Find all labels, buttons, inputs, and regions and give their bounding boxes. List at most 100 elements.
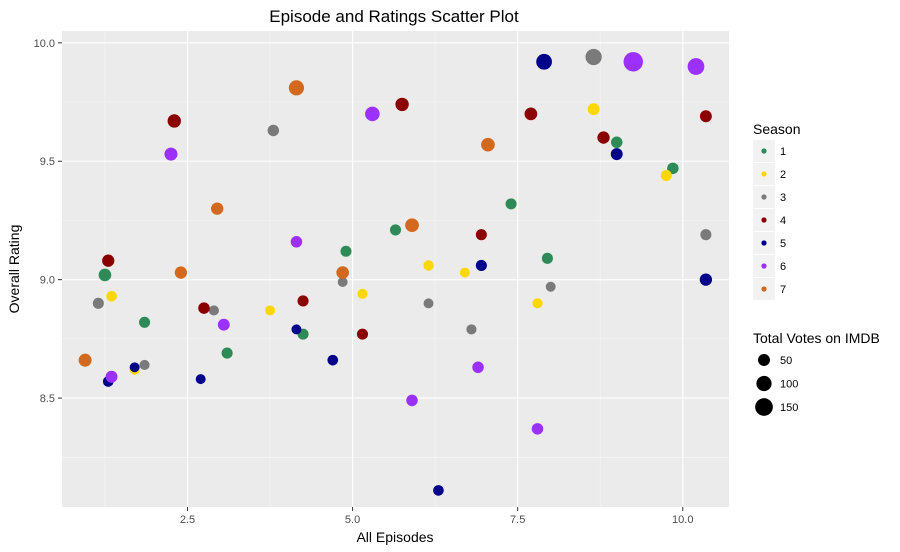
x-tick-label: 5.0 bbox=[345, 514, 360, 526]
y-tick-label: 9.0 bbox=[40, 275, 55, 287]
data-point-season-2 bbox=[106, 290, 117, 302]
season-legend-swatch bbox=[761, 171, 767, 177]
data-points bbox=[78, 48, 713, 496]
data-point-season-6 bbox=[406, 394, 418, 407]
y-axis-title: Overall Rating bbox=[6, 225, 22, 314]
votes-legend-title: Total Votes on IMDB bbox=[753, 330, 880, 346]
data-point-season-2 bbox=[357, 288, 368, 299]
data-point-season-3 bbox=[545, 281, 556, 292]
data-point-season-3 bbox=[700, 229, 712, 241]
season-legend-swatch bbox=[761, 217, 767, 223]
y-axis-ticks: 8.5 9.0 9.5 10.0 bbox=[34, 38, 62, 405]
season-legend: Season 1 2 3 4 5 6 7 bbox=[753, 121, 800, 300]
season-legend-label: 4 bbox=[780, 215, 786, 227]
data-point-season-5 bbox=[610, 148, 623, 161]
data-point-season-3 bbox=[92, 297, 104, 309]
y-tick-label: 8.5 bbox=[40, 393, 55, 405]
data-point-season-1 bbox=[340, 245, 352, 257]
data-point-season-6 bbox=[365, 106, 380, 122]
y-tick-label: 10.0 bbox=[34, 38, 55, 50]
data-point-season-1 bbox=[221, 347, 233, 359]
data-point-season-4 bbox=[198, 302, 210, 314]
data-point-season-3 bbox=[466, 324, 477, 335]
data-point-season-1 bbox=[667, 162, 679, 175]
x-tick-label: 2.5 bbox=[180, 514, 195, 526]
season-legend-label: 3 bbox=[780, 192, 786, 204]
data-point-season-7 bbox=[288, 80, 305, 96]
season-legend-swatch bbox=[761, 263, 767, 269]
data-point-season-7 bbox=[336, 266, 350, 279]
data-point-season-1 bbox=[139, 316, 151, 328]
data-point-season-3 bbox=[337, 277, 348, 287]
votes-legend-label: 100 bbox=[780, 379, 798, 391]
season-legend-swatch bbox=[761, 148, 767, 154]
data-point-season-6 bbox=[290, 236, 303, 248]
data-point-season-7 bbox=[481, 137, 495, 152]
data-point-season-2 bbox=[265, 305, 275, 316]
x-axis-title: All Episodes bbox=[356, 529, 433, 545]
data-point-season-6 bbox=[472, 361, 484, 374]
season-legend-label: 6 bbox=[780, 261, 786, 273]
data-point-season-3 bbox=[267, 124, 280, 137]
data-point-season-3 bbox=[139, 359, 150, 370]
plot-panel bbox=[62, 31, 729, 507]
data-point-season-5 bbox=[291, 324, 302, 335]
data-point-season-3 bbox=[423, 298, 434, 309]
data-point-season-2 bbox=[587, 103, 600, 116]
data-point-season-3 bbox=[585, 48, 602, 66]
data-point-season-1 bbox=[505, 198, 517, 210]
data-point-season-5 bbox=[475, 259, 487, 271]
data-point-season-2 bbox=[423, 260, 434, 271]
votes-legend-swatch bbox=[756, 375, 772, 392]
data-point-season-6 bbox=[105, 370, 118, 383]
season-legend-swatch bbox=[761, 286, 767, 292]
data-point-season-5 bbox=[129, 362, 140, 373]
data-point-season-4 bbox=[102, 254, 115, 267]
data-point-season-4 bbox=[356, 328, 369, 340]
data-point-season-4 bbox=[524, 107, 538, 121]
data-point-season-4 bbox=[475, 229, 487, 241]
data-point-season-4 bbox=[597, 131, 610, 144]
data-point-season-1 bbox=[541, 252, 553, 264]
data-point-season-6 bbox=[531, 423, 544, 435]
data-point-season-1 bbox=[98, 268, 112, 282]
votes-legend-label: 50 bbox=[780, 355, 792, 367]
season-legend-title: Season bbox=[753, 121, 800, 137]
data-point-season-5 bbox=[195, 374, 206, 385]
data-point-season-2 bbox=[660, 169, 672, 181]
data-point-season-7 bbox=[78, 353, 92, 367]
votes-legend-swatch bbox=[755, 398, 773, 416]
data-point-season-6 bbox=[623, 52, 643, 72]
data-point-season-5 bbox=[536, 53, 552, 70]
data-point-season-4 bbox=[297, 295, 309, 307]
season-legend-label: 1 bbox=[780, 146, 786, 158]
data-point-season-5 bbox=[699, 273, 713, 286]
data-point-season-2 bbox=[459, 267, 470, 278]
minor-gridlines bbox=[62, 31, 729, 507]
votes-legend-swatch bbox=[758, 354, 770, 366]
season-legend-label: 2 bbox=[780, 169, 786, 181]
data-point-season-5 bbox=[327, 354, 339, 366]
data-point-season-5 bbox=[433, 485, 444, 496]
data-point-season-4 bbox=[167, 114, 181, 128]
season-legend-label: 5 bbox=[780, 238, 786, 250]
data-point-season-1 bbox=[389, 224, 402, 236]
major-gridlines bbox=[62, 31, 729, 507]
season-legend-swatch bbox=[761, 194, 767, 200]
season-legend-label: 7 bbox=[780, 284, 786, 296]
data-point-season-3 bbox=[208, 305, 219, 316]
votes-legend: Total Votes on IMDB 50 100 150 bbox=[753, 330, 880, 416]
data-point-season-1 bbox=[610, 136, 623, 149]
data-point-season-2 bbox=[532, 298, 543, 309]
votes-legend-label: 150 bbox=[780, 402, 798, 414]
data-point-season-7 bbox=[405, 218, 419, 233]
data-point-season-6 bbox=[687, 58, 705, 75]
data-point-season-4 bbox=[395, 97, 409, 112]
x-axis-ticks: 2.5 5.0 7.5 10.0 bbox=[180, 507, 693, 526]
chart-title: Episode and Ratings Scatter Plot bbox=[269, 7, 519, 26]
data-point-season-7 bbox=[174, 266, 188, 279]
data-point-season-6 bbox=[164, 147, 178, 161]
season-legend-swatch bbox=[761, 240, 767, 246]
data-point-season-4 bbox=[699, 110, 712, 123]
